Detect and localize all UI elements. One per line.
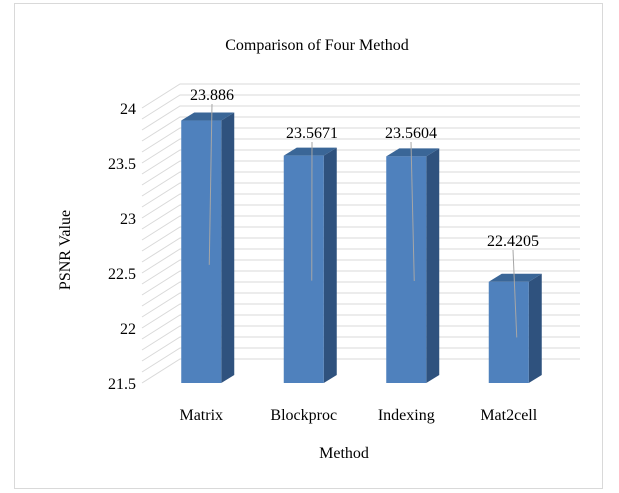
bar-front bbox=[283, 155, 324, 383]
x-tick-label: Matrix bbox=[179, 407, 223, 424]
x-tick-label: Mat2cell bbox=[480, 407, 537, 424]
bar-side bbox=[323, 147, 337, 383]
y-tick-label: 23 bbox=[120, 211, 136, 228]
data-label: 23.5604 bbox=[385, 125, 437, 142]
gridline bbox=[141, 325, 580, 351]
y-axis-ticks: 21.5 22 22.5 23 23.5 24 bbox=[108, 101, 136, 393]
bar-top bbox=[386, 148, 440, 157]
gridline bbox=[141, 83, 580, 109]
gridline bbox=[141, 94, 580, 120]
data-labels: 23.886 23.5671 23.5604 22.4205 bbox=[190, 87, 539, 338]
bar-top bbox=[283, 147, 337, 156]
gridline bbox=[141, 171, 580, 197]
bar-top bbox=[488, 273, 542, 282]
gridline bbox=[141, 281, 580, 307]
gridline bbox=[141, 226, 580, 252]
gridline bbox=[141, 248, 580, 274]
y-tick-label: 24 bbox=[120, 101, 136, 118]
x-tick-label: Indexing bbox=[378, 407, 435, 424]
leader-line bbox=[410, 141, 415, 282]
gridline bbox=[141, 149, 580, 175]
y-tick-label: 21.5 bbox=[108, 376, 136, 393]
gridline bbox=[141, 259, 580, 285]
bar-mat2cell bbox=[488, 273, 542, 383]
bars bbox=[181, 112, 542, 383]
gridline bbox=[141, 237, 580, 263]
gridline bbox=[141, 314, 580, 340]
x-axis-label: Method bbox=[319, 445, 369, 462]
gridlines bbox=[141, 83, 580, 384]
gridline bbox=[141, 336, 580, 362]
gridline bbox=[141, 127, 580, 153]
bar-matrix bbox=[181, 112, 235, 383]
gridline bbox=[141, 292, 580, 318]
gridline bbox=[141, 105, 580, 131]
data-label: 22.4205 bbox=[487, 233, 539, 250]
y-axis-label: PSNR Value bbox=[57, 210, 74, 290]
y-tick-label: 23.5 bbox=[108, 156, 136, 173]
gridline bbox=[141, 182, 580, 208]
data-label: 23.886 bbox=[190, 87, 234, 104]
leader-line bbox=[512, 249, 518, 338]
bar-blockproc bbox=[283, 147, 337, 383]
gridline bbox=[141, 193, 580, 219]
gridline bbox=[141, 138, 580, 164]
bar-side bbox=[426, 148, 440, 383]
gridline bbox=[141, 358, 580, 384]
gridline bbox=[141, 303, 580, 329]
bar-front bbox=[488, 281, 529, 383]
bar-top bbox=[181, 112, 235, 121]
bar-indexing bbox=[386, 148, 440, 383]
bar-front bbox=[386, 156, 427, 383]
x-axis-ticks: Matrix Blockproc Indexing Mat2cell bbox=[179, 407, 537, 424]
chart-title: Comparison of Four Method bbox=[225, 37, 409, 54]
y-tick-label: 22 bbox=[120, 321, 136, 338]
gridline bbox=[141, 270, 580, 296]
gridline bbox=[141, 160, 580, 186]
gridline bbox=[141, 204, 580, 230]
gridline bbox=[141, 215, 580, 241]
data-label: 23.5671 bbox=[286, 125, 338, 142]
x-tick-label: Blockproc bbox=[270, 407, 337, 424]
y-tick-label: 22.5 bbox=[108, 266, 136, 283]
bar-side bbox=[528, 273, 542, 383]
gridline bbox=[141, 347, 580, 373]
bar-side bbox=[221, 112, 235, 383]
leader-line bbox=[208, 103, 213, 265]
gridline bbox=[141, 116, 580, 142]
bar-front bbox=[181, 120, 222, 383]
